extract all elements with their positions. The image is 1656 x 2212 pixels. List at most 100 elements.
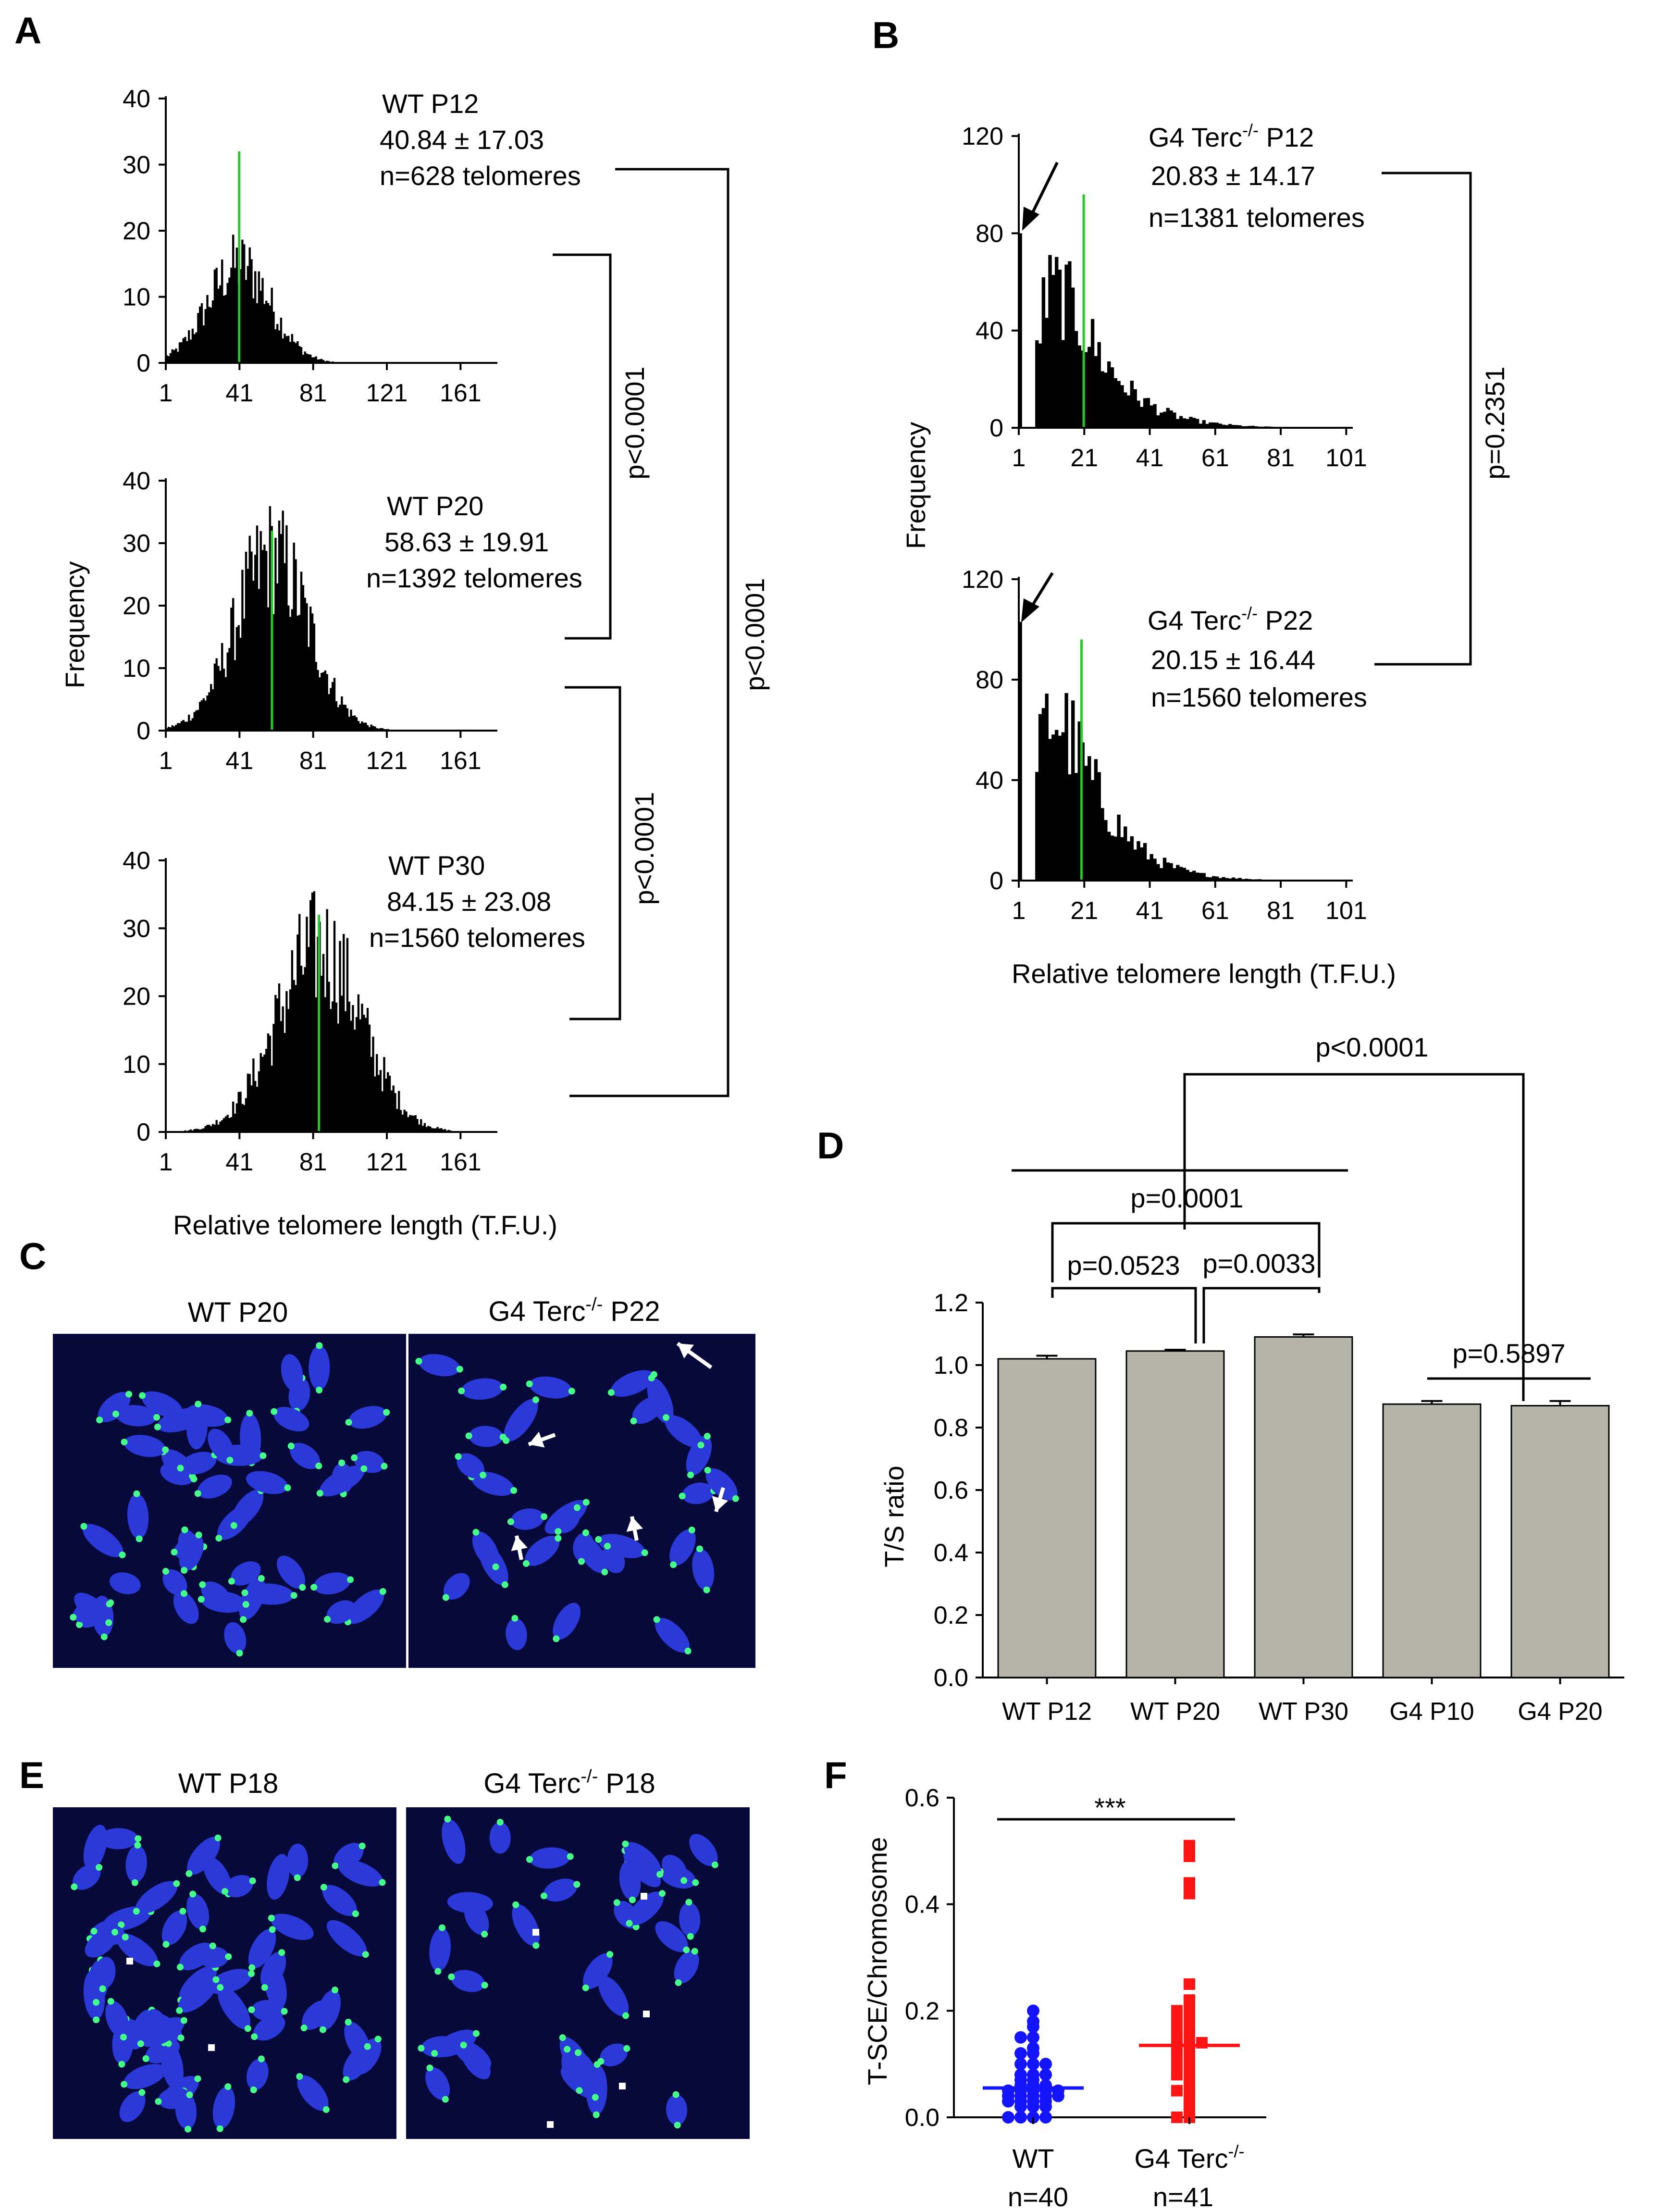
telomere-signal (194, 2075, 201, 2082)
telomere-signal (185, 1870, 193, 1877)
chromosome (140, 2017, 185, 2047)
histogram-bar (289, 989, 292, 1132)
histogram-bar (357, 994, 360, 1132)
telomere-signal (248, 1970, 255, 1977)
chromosome (655, 1617, 690, 1653)
histogram-bar (324, 997, 327, 1132)
histogram-bar (377, 1075, 380, 1132)
data-point-wt (1027, 2004, 1039, 2017)
data-point-g4 (1184, 1978, 1195, 1990)
histogram-bar (293, 341, 295, 363)
y-tick-label: 80 (976, 220, 1003, 248)
micro-c-left-title: WT P20 (188, 1297, 288, 1328)
chromosome (246, 1471, 288, 1494)
telomere-signal (296, 2073, 303, 2080)
telomere-signal (415, 1358, 422, 1365)
telomere-signal (177, 1963, 184, 1971)
histogram-bar (321, 359, 323, 363)
histogram-bar (1088, 347, 1091, 428)
telomere-signal (189, 1890, 197, 1898)
chromosome (611, 1370, 655, 1397)
chromosome (525, 1536, 560, 1566)
bracket-p12-p20 (553, 253, 612, 640)
histogram-bar (1077, 721, 1081, 881)
histogram-bar (285, 525, 288, 731)
chromosome (179, 1942, 214, 1971)
telomere-signal (345, 2019, 352, 2026)
data-point-wt (1027, 2058, 1039, 2071)
histogram-bar (1090, 319, 1095, 428)
y-tick-label: 0.4 (905, 1891, 939, 1919)
telomere-signal (324, 1616, 331, 1623)
histogram-bar (1199, 423, 1203, 428)
telomere-signal (122, 1934, 129, 1940)
histogram-bar (1071, 287, 1075, 428)
histogram-bar (269, 305, 272, 363)
panel-d-brackets (1012, 1073, 1591, 1401)
histogram-bar (337, 707, 339, 731)
chromosome (573, 1532, 594, 1562)
histogram-bar (302, 585, 305, 731)
telomere-signal (290, 1592, 297, 1599)
histogram-bar (418, 1124, 420, 1132)
micrograph-c-wt-p20 (53, 1334, 406, 1668)
histogram-bar (284, 563, 286, 731)
histogram-bar (1195, 872, 1199, 881)
chromosome (127, 1493, 149, 1539)
telomere-signal (499, 1433, 507, 1441)
histogram-bar (191, 328, 194, 363)
histogram-bar (1104, 820, 1108, 881)
telomere-signal (111, 1928, 119, 1936)
x-tick-label: 81 (299, 1148, 327, 1176)
telomere-signal (383, 1409, 390, 1416)
histogram-bar (313, 623, 316, 731)
histogram-bar (241, 239, 244, 363)
histogram-bar (258, 589, 260, 731)
histogram-bar (178, 342, 181, 363)
pvalue-d-g4-vs-wt: p<0.0001 (1315, 1032, 1428, 1062)
y-tick-label: 120 (962, 123, 1003, 150)
x-tick-label: 1 (159, 747, 173, 775)
histogram-bar (166, 728, 168, 731)
histogram-n: n=1560 telomeres (369, 922, 585, 953)
histogram-bar (243, 1105, 246, 1132)
telomere-signal (338, 1459, 346, 1466)
histogram-bar (311, 613, 314, 731)
histogram-bar (390, 1090, 393, 1132)
histogram-bar (1179, 416, 1183, 428)
histogram-bar (204, 309, 207, 363)
telomere-signal (456, 1366, 463, 1373)
chromosome (201, 1591, 246, 1613)
chromosome (338, 1860, 383, 1887)
histogram-n: n=628 telomeres (380, 161, 581, 191)
chromosome (178, 1977, 217, 2013)
data-point-wt (1002, 2095, 1014, 2108)
telomere-signal (287, 1442, 295, 1450)
telomere-signal (136, 1535, 143, 1542)
histogram-bar (235, 627, 238, 731)
title-main: G4 Terc (1148, 605, 1241, 635)
histogram-bar (175, 725, 177, 731)
histogram-bar (226, 652, 229, 731)
bar-g4-p10 (1382, 1403, 1482, 1678)
telomere-signal (362, 1951, 369, 1958)
histogram-bar (1251, 425, 1255, 428)
telomere-signal (137, 2040, 144, 2047)
histogram-bar (184, 721, 186, 731)
telomere-signal (670, 1561, 677, 1568)
panel-a-brackets (553, 168, 729, 1097)
histogram-bar (282, 510, 284, 731)
pvalue-p20-p30: p<0.0001 (629, 792, 659, 905)
telomere-signal (112, 1410, 119, 1417)
histogram-bar (221, 259, 223, 363)
histogram-bar (265, 1049, 268, 1132)
histogram-bar (247, 266, 249, 363)
histogram-bar (1156, 864, 1160, 881)
telomere-signal (93, 2016, 100, 2024)
chromosome (419, 1354, 460, 1377)
histogram-bar (208, 692, 210, 731)
x-tick-label: 41 (1136, 897, 1164, 925)
y-tick-label: 0.2 (934, 1602, 968, 1629)
chromosome (302, 2000, 331, 2030)
histogram-bar (210, 307, 212, 363)
